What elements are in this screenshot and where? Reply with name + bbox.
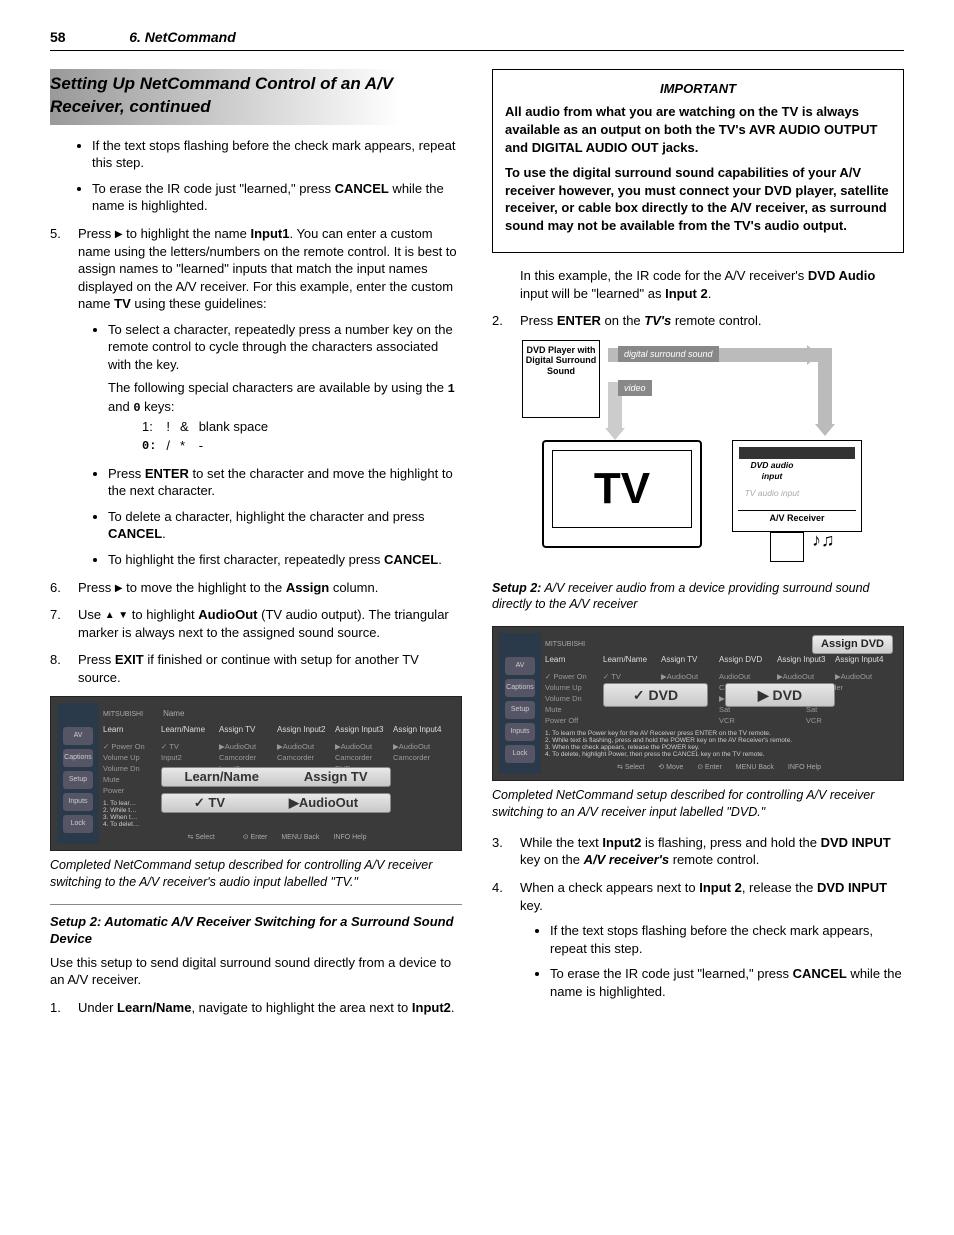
step-7: 7. Use to highlight AudioOut (TV audio o… <box>50 606 462 641</box>
section-title-band: Setting Up NetCommand Control of an A/V … <box>50 69 462 125</box>
example-line: In this example, the IR code for the A/V… <box>520 267 904 302</box>
chapter-title: 6. NetCommand <box>129 29 236 45</box>
intro-bullets: If the text stops flashing before the ch… <box>92 137 462 215</box>
figure-3-screenshot: AV Captions Setup Inputs Lock MITSUBISHI… <box>492 626 904 781</box>
setup2-diagram: DVD Player with Digital Surround Sound d… <box>522 340 872 570</box>
setup2-heading: Setup 2: Automatic A/V Receiver Switchin… <box>50 904 462 948</box>
sub-text: The following special characters are ava… <box>108 379 462 415</box>
steps-list: 5. Press to highlight the name Input1. Y… <box>50 225 462 686</box>
important-p2: To use the digital surround sound capabi… <box>505 164 891 234</box>
right-column: IMPORTANT All audio from what you are wa… <box>492 69 904 1027</box>
important-p1: All audio from what you are watching on … <box>505 103 891 156</box>
diagram-label-vid: video <box>618 380 652 396</box>
list-item: To select a character, repeatedly press … <box>108 321 462 457</box>
step-5: 5. Press to highlight the name Input1. Y… <box>50 225 462 569</box>
list-item: If the text stops flashing before the ch… <box>550 922 904 957</box>
setup2-steps: 1. Under Learn/Name, navigate to highlig… <box>50 999 462 1017</box>
list-item: If the text stops flashing before the ch… <box>92 137 462 172</box>
figure-1-screenshot: AV Captions Setup Inputs Lock MITSUBISHI… <box>50 696 462 851</box>
left-column: Setting Up NetCommand Control of an A/V … <box>50 69 462 1027</box>
page-header: 58 6. NetCommand <box>50 28 904 51</box>
columns: Setting Up NetCommand Control of an A/V … <box>50 69 904 1027</box>
diagram-tv-audio-label: TV audio input <box>742 488 802 499</box>
setup2-intro: Use this setup to send digital surround … <box>50 954 462 989</box>
diagram-label-dss: digital surround sound <box>618 346 719 362</box>
list-item: To delete a character, highlight the cha… <box>108 508 462 543</box>
list-item: Press ENTER to set the character and mov… <box>108 465 462 500</box>
right-arrow-icon <box>115 226 123 241</box>
list-item: To highlight the first character, repeat… <box>108 551 462 569</box>
important-box: IMPORTANT All audio from what you are wa… <box>492 69 904 253</box>
diagram-dvd-source: DVD Player with Digital Surround Sound <box>522 340 600 418</box>
diagram-tv: TV <box>542 440 702 548</box>
list-item: To erase the IR code just "learned," pre… <box>92 180 462 215</box>
diagram-avr-title: A/V Receiver <box>738 510 856 525</box>
right-steps-a: 2. Press ENTER on the TV's remote contro… <box>492 312 904 330</box>
down-arrow-icon <box>118 607 128 622</box>
important-title: IMPORTANT <box>505 80 891 98</box>
step-2: 2. Press ENTER on the TV's remote contro… <box>492 312 904 330</box>
char-table: 1:!&blank space 0:/*- <box>140 416 278 457</box>
figure-3-caption: Completed NetCommand setup described for… <box>492 787 904 820</box>
step-4: 4. When a check appears next to Input 2,… <box>492 879 904 1000</box>
right-steps-b: 3. While the text Input2 is flashing, pr… <box>492 834 904 1000</box>
step-8: 8. Press EXIT if finished or continue wi… <box>50 651 462 686</box>
diagram-speaker-icon <box>770 532 804 562</box>
step-3: 3. While the text Input2 is flashing, pr… <box>492 834 904 869</box>
key-cancel: CANCEL <box>335 181 389 196</box>
figure-1-caption: Completed NetCommand setup described for… <box>50 857 462 890</box>
up-arrow-icon <box>105 607 115 622</box>
page-number: 58 <box>50 29 66 45</box>
diagram-dvd-audio-label: DVD audio input <box>742 460 802 483</box>
diagram-music-notes-icon: ♪♫ <box>812 528 835 552</box>
step-6: 6. Press to move the highlight to the As… <box>50 579 462 597</box>
list-item: To erase the IR code just "learned," pre… <box>550 965 904 1000</box>
right-arrow-icon <box>115 580 123 595</box>
diagram-arrow-dss-down <box>818 348 832 426</box>
figure-2-caption: Setup 2: A/V receiver audio from a devic… <box>492 580 904 613</box>
setup2-step-1: 1. Under Learn/Name, navigate to highlig… <box>50 999 462 1017</box>
section-title: Setting Up NetCommand Control of an A/V … <box>50 73 456 119</box>
